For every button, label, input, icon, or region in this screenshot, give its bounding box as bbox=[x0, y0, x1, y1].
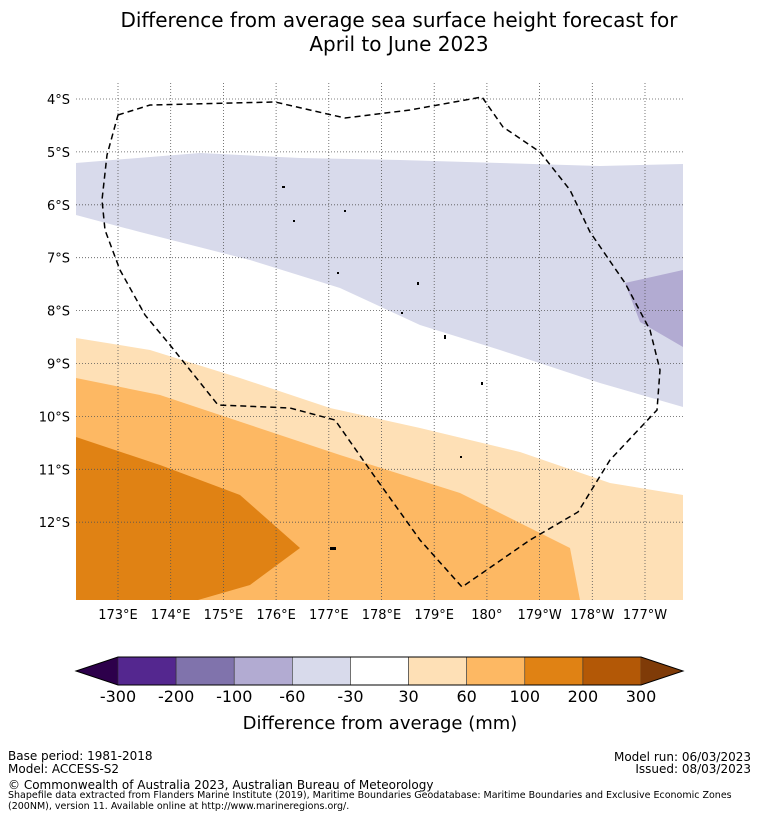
colorbar-segments bbox=[117, 656, 642, 686]
colorbar-label: Difference from average (mm) bbox=[243, 713, 518, 734]
colorbar-tick-label: 200 bbox=[568, 687, 599, 706]
contour-band-pos-100-200 bbox=[76, 437, 300, 600]
title-line-2: April to June 2023 bbox=[309, 32, 489, 56]
colorbar-over-arrow bbox=[641, 657, 683, 685]
island bbox=[337, 272, 339, 274]
lat-tick-label: 8°S bbox=[47, 305, 70, 320]
colorbar-segment bbox=[292, 656, 351, 686]
lat-tick-label: 11°S bbox=[39, 463, 70, 478]
lat-tick-label: 7°S bbox=[47, 252, 70, 267]
colorbar-segment bbox=[350, 656, 409, 686]
lon-tick-label: 173°E bbox=[98, 608, 138, 623]
island bbox=[417, 282, 419, 285]
lon-tick-label: 179°W bbox=[518, 608, 562, 623]
island bbox=[282, 186, 285, 188]
colorbar-segment bbox=[408, 656, 467, 686]
island bbox=[444, 335, 446, 339]
title-line-1: Difference from average sea surface heig… bbox=[120, 8, 678, 32]
issued-text: Issued: 08/03/2023 bbox=[635, 762, 751, 776]
colorbar-tick-label: -100 bbox=[216, 687, 252, 706]
copyright-text: © Commonwealth of Australia 2023, Austra… bbox=[8, 778, 434, 792]
gridlines bbox=[76, 83, 683, 600]
island bbox=[481, 382, 483, 385]
map-figure: 4°S 5°S 6°S 7°S 8°S 9°S 10°S 11°S 12°S 173°E 174°… bbox=[39, 83, 685, 734]
colorbar-segment bbox=[582, 656, 642, 686]
lon-tick-label: 177°E bbox=[309, 608, 349, 623]
colorbar-segment bbox=[524, 656, 584, 686]
lon-tick-label: 176°E bbox=[256, 608, 296, 623]
colorbar: -300 -200 -100 -60 -30 30 60 100 200 300 Differen… bbox=[74, 656, 685, 734]
colorbar-under-arrow bbox=[76, 657, 118, 685]
lat-tick-label: 4°S bbox=[47, 93, 70, 108]
longitude-tick-labels: 173°E 174°E 175°E 176°E 177°E 178°E 179°E 180° 1… bbox=[98, 608, 667, 623]
islands bbox=[282, 186, 483, 550]
colorbar-tick-label: -300 bbox=[100, 687, 136, 706]
lat-tick-label: 10°S bbox=[39, 410, 70, 425]
colorbar-outline bbox=[74, 656, 685, 686]
contour-band-neg-60-100 bbox=[625, 270, 683, 347]
map-panel: 4°S 5°S 6°S 7°S 8°S 9°S 10°S 11°S 12°S 173°E 174°… bbox=[39, 83, 683, 623]
eez-boundary-dashed-line bbox=[101, 96, 661, 588]
island bbox=[344, 210, 346, 212]
colorbar-tick-label: 100 bbox=[510, 687, 541, 706]
lon-tick-label: 177°W bbox=[623, 608, 667, 623]
colorbar-tick-label: -60 bbox=[279, 687, 305, 706]
island bbox=[460, 456, 462, 458]
lon-tick-label: 178°E bbox=[362, 608, 402, 623]
colorbar-tick-label: -200 bbox=[158, 687, 194, 706]
model-run-text: Model run: 06/03/2023 bbox=[613, 750, 751, 764]
colorbar-tick-label: 60 bbox=[456, 687, 476, 706]
colorbar-tick-label: -30 bbox=[337, 687, 363, 706]
shapefile-note: Shapefile data extracted from Flanders M… bbox=[8, 790, 732, 812]
lat-tick-label: 9°S bbox=[47, 358, 70, 373]
latitude-tick-labels: 4°S 5°S 6°S 7°S 8°S 9°S 10°S 11°S 12°S bbox=[39, 93, 70, 531]
model-text: Model: ACCESS-S2 bbox=[8, 762, 120, 776]
colorbar-segment bbox=[466, 656, 526, 686]
island bbox=[293, 220, 295, 222]
lat-tick-label: 5°S bbox=[47, 146, 70, 161]
lat-tick-label: 12°S bbox=[39, 516, 70, 531]
lat-tick-label: 6°S bbox=[47, 199, 70, 214]
colorbar-segment bbox=[233, 656, 293, 686]
lon-tick-label: 179°E bbox=[414, 608, 454, 623]
colorbar-segment bbox=[175, 656, 235, 686]
base-period-text: Base period: 1981-2018 bbox=[8, 749, 153, 763]
lon-tick-label: 175°E bbox=[204, 608, 244, 623]
colorbar-tick-label: 30 bbox=[398, 687, 418, 706]
island bbox=[401, 312, 403, 314]
lon-tick-label: 174°E bbox=[151, 608, 191, 623]
island bbox=[330, 547, 336, 550]
colorbar-segment bbox=[117, 656, 177, 686]
lon-tick-label: 180° bbox=[471, 608, 502, 623]
contour-band-neg-30-60 bbox=[76, 153, 683, 407]
colorbar-tick-labels: -300 -200 -100 -60 -30 30 60 100 200 300 bbox=[100, 687, 656, 706]
colorbar-tick-label: 300 bbox=[626, 687, 657, 706]
lon-tick-label: 178°W bbox=[570, 608, 614, 623]
map-title: Difference from average sea surface heig… bbox=[0, 8, 758, 56]
